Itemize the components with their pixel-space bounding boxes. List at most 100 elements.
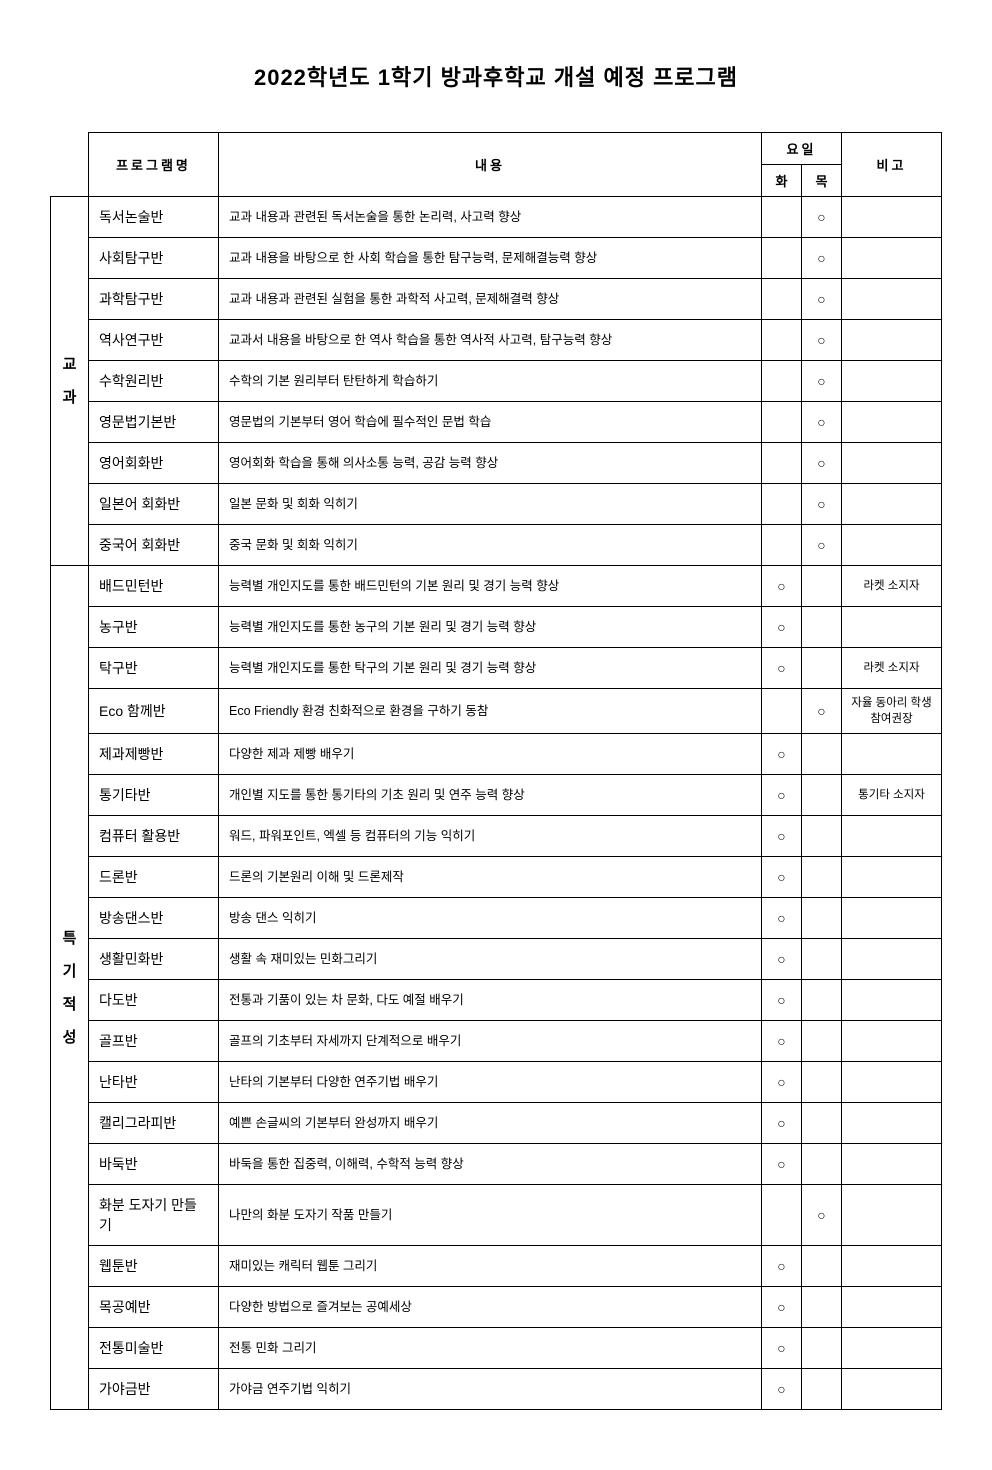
program-content: 워드, 파워포인트, 엑셀 등 컴퓨터의 기능 익히기	[219, 816, 762, 857]
program-name: 캘리그라피반	[89, 1103, 219, 1144]
program-content: 중국 문화 및 회화 익히기	[219, 525, 762, 566]
table-row: 방송댄스반방송 댄스 익히기○	[51, 898, 942, 939]
table-row: 과학탐구반교과 내용과 관련된 실험을 통한 과학적 사고력, 문제해결력 향상…	[51, 279, 942, 320]
day-thu	[801, 1144, 841, 1185]
day-tue: ○	[761, 566, 801, 607]
day-tue	[761, 525, 801, 566]
day-tue: ○	[761, 1328, 801, 1369]
day-tue: ○	[761, 775, 801, 816]
program-name: 방송댄스반	[89, 898, 219, 939]
note	[842, 1021, 942, 1062]
note	[842, 484, 942, 525]
day-tue	[761, 279, 801, 320]
day-tue: ○	[761, 607, 801, 648]
program-name: 제과제빵반	[89, 734, 219, 775]
day-thu	[801, 1328, 841, 1369]
table-row: 사회탐구반교과 내용을 바탕으로 한 사회 학습을 통한 탐구능력, 문제해결능…	[51, 238, 942, 279]
day-thu: ○	[801, 320, 841, 361]
day-tue	[761, 402, 801, 443]
note	[842, 1287, 942, 1328]
day-tue: ○	[761, 1103, 801, 1144]
note	[842, 1062, 942, 1103]
page-title: 2022학년도 1학기 방과후학교 개설 예정 프로그램	[50, 60, 942, 92]
day-thu	[801, 648, 841, 689]
program-name: 배드민턴반	[89, 566, 219, 607]
day-thu	[801, 980, 841, 1021]
program-name: 중국어 회화반	[89, 525, 219, 566]
day-tue: ○	[761, 1021, 801, 1062]
note: 라켓 소지자	[842, 648, 942, 689]
day-thu: ○	[801, 402, 841, 443]
program-name: Eco 함께반	[89, 689, 219, 734]
table-row: 영어회화반영어회화 학습을 통해 의사소통 능력, 공감 능력 향상○	[51, 443, 942, 484]
note	[842, 525, 942, 566]
note	[842, 361, 942, 402]
day-tue: ○	[761, 1144, 801, 1185]
day-thu	[801, 1246, 841, 1287]
note: 통기타 소지자	[842, 775, 942, 816]
day-tue	[761, 443, 801, 484]
table-row: 특기적성배드민턴반능력별 개인지도를 통한 배드민턴의 기본 원리 및 경기 능…	[51, 566, 942, 607]
table-row: Eco 함께반Eco Friendly 환경 친화적으로 환경을 구하기 동참○…	[51, 689, 942, 734]
program-name: 농구반	[89, 607, 219, 648]
program-name: 난타반	[89, 1062, 219, 1103]
day-tue	[761, 238, 801, 279]
program-content: 교과 내용을 바탕으로 한 사회 학습을 통한 탐구능력, 문제해결능력 향상	[219, 238, 762, 279]
program-name: 웹툰반	[89, 1246, 219, 1287]
day-thu: ○	[801, 689, 841, 734]
header-thu: 목	[801, 165, 841, 197]
category-cell: 특기적성	[51, 566, 89, 1410]
table-row: 탁구반능력별 개인지도를 통한 탁구의 기본 원리 및 경기 능력 향상○라켓 …	[51, 648, 942, 689]
day-thu: ○	[801, 361, 841, 402]
day-tue	[761, 484, 801, 525]
program-name: 영문법기본반	[89, 402, 219, 443]
day-thu: ○	[801, 279, 841, 320]
note	[842, 898, 942, 939]
program-name: 과학탐구반	[89, 279, 219, 320]
table-row: 화분 도자기 만들기나만의 화분 도자기 작품 만들기○	[51, 1185, 942, 1246]
table-row: 수학원리반수학의 기본 원리부터 탄탄하게 학습하기○	[51, 361, 942, 402]
day-tue: ○	[761, 734, 801, 775]
day-tue	[761, 361, 801, 402]
note	[842, 320, 942, 361]
note	[842, 279, 942, 320]
program-content: 바둑을 통한 집중력, 이해력, 수학적 능력 향상	[219, 1144, 762, 1185]
note	[842, 197, 942, 238]
day-thu	[801, 1103, 841, 1144]
program-name: 목공예반	[89, 1287, 219, 1328]
program-content: 재미있는 캐릭터 웹툰 그리기	[219, 1246, 762, 1287]
program-content: 생활 속 재미있는 민화그리기	[219, 939, 762, 980]
table-row: 영문법기본반영문법의 기본부터 영어 학습에 필수적인 문법 학습 ○	[51, 402, 942, 443]
note	[842, 1369, 942, 1410]
table-row: 바둑반바둑을 통한 집중력, 이해력, 수학적 능력 향상○	[51, 1144, 942, 1185]
program-name: 탁구반	[89, 648, 219, 689]
table-row: 캘리그라피반예쁜 손글씨의 기본부터 완성까지 배우기○	[51, 1103, 942, 1144]
table-row: 중국어 회화반중국 문화 및 회화 익히기 ○	[51, 525, 942, 566]
table-row: 웹툰반재미있는 캐릭터 웹툰 그리기○	[51, 1246, 942, 1287]
table-row: 드론반드론의 기본원리 이해 및 드론제작○	[51, 857, 942, 898]
day-thu: ○	[801, 197, 841, 238]
day-tue: ○	[761, 1369, 801, 1410]
day-thu	[801, 816, 841, 857]
note	[842, 607, 942, 648]
program-content: 능력별 개인지도를 통한 배드민턴의 기본 원리 및 경기 능력 향상	[219, 566, 762, 607]
day-thu	[801, 775, 841, 816]
program-name: 다도반	[89, 980, 219, 1021]
day-thu: ○	[801, 238, 841, 279]
program-name: 생활민화반	[89, 939, 219, 980]
day-thu: ○	[801, 1185, 841, 1246]
day-thu	[801, 857, 841, 898]
table-row: 통기타반개인별 지도를 통한 통기타의 기초 원리 및 연주 능력 향상○통기타…	[51, 775, 942, 816]
day-thu: ○	[801, 525, 841, 566]
program-content: 영어회화 학습을 통해 의사소통 능력, 공감 능력 향상	[219, 443, 762, 484]
table-row: 가야금반가야금 연주기법 익히기○	[51, 1369, 942, 1410]
day-thu	[801, 566, 841, 607]
program-name: 바둑반	[89, 1144, 219, 1185]
program-name: 역사연구반	[89, 320, 219, 361]
note	[842, 1246, 942, 1287]
program-content: 영문법의 기본부터 영어 학습에 필수적인 문법 학습	[219, 402, 762, 443]
program-content: 교과 내용과 관련된 실험을 통한 과학적 사고력, 문제해결력 향상	[219, 279, 762, 320]
note	[842, 857, 942, 898]
program-name: 영어회화반	[89, 443, 219, 484]
note: 라켓 소지자	[842, 566, 942, 607]
